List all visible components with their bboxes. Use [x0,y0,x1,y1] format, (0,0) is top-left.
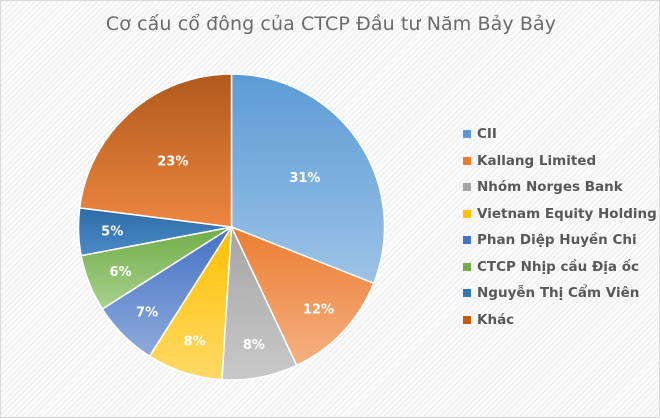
data-label: 12% [303,303,334,318]
legend-item-kallang-limited: Kallang Limited [463,148,657,175]
legend-item-nguyen-thi-cam-vien: Nguyễn Thị Cẩm Viên [463,280,657,307]
legend-label: Phan Diệp Huyền Chi [477,232,637,249]
legend-swatch-icon [463,289,471,298]
legend-label: Nhóm Norges Bank [477,179,623,196]
legend-swatch-icon [463,236,471,245]
legend-swatch-icon [463,183,471,192]
legend-item-phan-diep-huyen-chi: Phan Diệp Huyền Chi [463,227,657,254]
data-label: 6% [109,265,131,280]
data-label: 8% [243,338,265,353]
pie-slice-kallang-limited [230,225,375,367]
legend-label: Vietnam Equity Holding [477,205,657,222]
legend-label: Khác [477,311,515,328]
legend-swatch-icon [463,315,471,324]
legend-label: CII [477,126,497,143]
legend-item-ctcp-nhip-cau-dia-oc: CTCP Nhịp cầu Địa ốc [463,254,657,281]
legend-swatch-icon [463,130,471,139]
legend-item-cii: CII [463,121,657,148]
data-label: 23% [157,154,188,169]
legend-item-norges-bank: Nhóm Norges Bank [463,174,657,201]
legend-label: Nguyễn Thị Cẩm Viên [477,285,640,302]
pie-slice-cii [230,73,386,285]
legend-swatch-icon [463,156,471,165]
legend-item-vietnam-equity-holding: Vietnam Equity Holding [463,201,657,228]
pie-slice-kh-c [78,73,233,228]
data-label: 31% [289,171,320,186]
legend-label: CTCP Nhịp cầu Địa ốc [477,258,639,275]
chart-title: Cơ cấu cổ đông của CTCP Đầu tư Năm Bảy B… [105,13,557,35]
legend-item-khac: Khác [463,307,657,334]
data-label: 8% [184,335,206,350]
legend-label: Kallang Limited [477,152,597,169]
data-label: 7% [136,305,158,320]
legend: CII Kallang Limited Nhóm Norges Bank Vie… [463,121,657,333]
legend-swatch-icon [463,209,471,218]
legend-swatch-icon [463,262,471,271]
data-label: 5% [101,225,123,240]
